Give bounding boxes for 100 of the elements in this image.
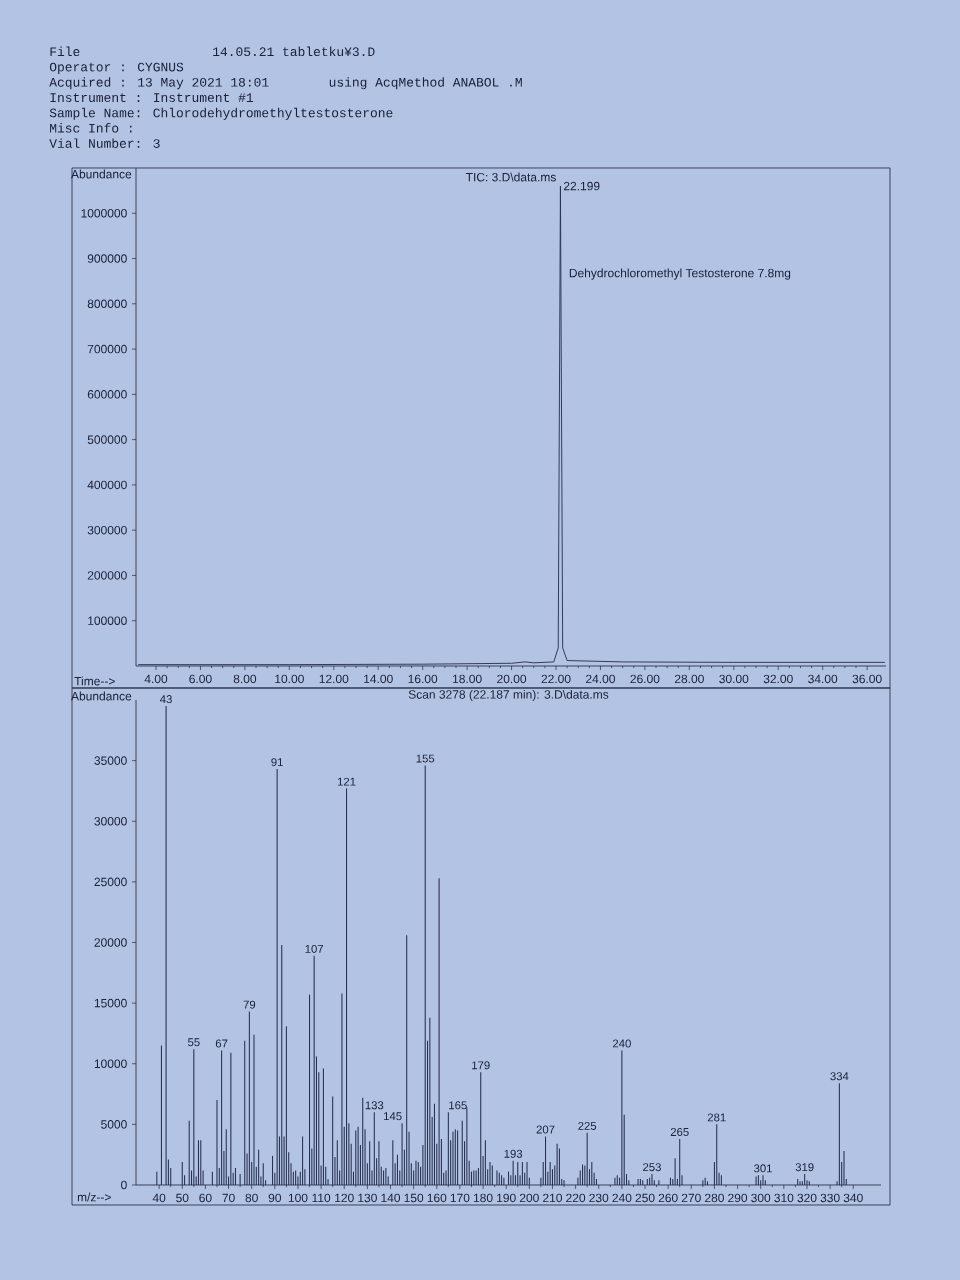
x-tick-label: 28.00 <box>674 674 704 684</box>
annotation: 121 <box>337 777 356 786</box>
y-tick-label: 100000 <box>88 616 127 625</box>
x-tick-label: 160 <box>427 1193 447 1203</box>
x-tick-label: 90 <box>268 1193 282 1203</box>
x-tick-label: 24.00 <box>586 674 615 684</box>
x-tick-label: 190 <box>497 1193 516 1203</box>
text: Vial Number: 3 <box>49 138 160 148</box>
annotation: 79 <box>243 1000 256 1009</box>
x-tick-label: 40 <box>152 1193 166 1203</box>
annotation: 253 <box>643 1163 661 1172</box>
x-tick-label: 200 <box>519 1193 539 1203</box>
y-tick-label: 800000 <box>87 299 127 309</box>
text: File <box>50 46 80 57</box>
y-axis-title: Abundance <box>71 691 132 701</box>
annotation: 240 <box>612 1039 631 1048</box>
x-tick-label: 16.00 <box>408 674 438 684</box>
x-tick-label: 100 <box>288 1193 308 1203</box>
annotation: 207 <box>536 1125 555 1134</box>
text: Misc Info : <box>50 123 132 133</box>
y-tick-label: 15000 <box>94 998 127 1008</box>
y-tick-label: 30000 <box>94 816 127 826</box>
chart-title: TIC: 3.D\data.ms <box>465 172 556 182</box>
annotation: 179 <box>472 1061 490 1070</box>
x-tick-label: 320 <box>797 1193 817 1203</box>
annotation: 107 <box>305 944 324 953</box>
x-tick-label: 6.00 <box>189 674 212 684</box>
x-tick-label: 4.00 <box>144 674 168 684</box>
annotation: 225 <box>578 1121 597 1130</box>
y-tick-label: 200000 <box>87 571 127 580</box>
text: Sample Name: Chlorodehydromethyltestosterone <box>49 107 393 120</box>
x-tick-label: 14.00 <box>364 674 393 684</box>
annotation: Dehydrochloromethyl Testosterone 7.8mg <box>569 268 791 280</box>
x-tick-label: 260 <box>658 1193 678 1203</box>
y-tick-label: 700000 <box>87 344 127 354</box>
x-tick-label: 36.00 <box>852 674 882 684</box>
x-axis-title: m/z--> <box>77 1192 111 1202</box>
annotation: 165 <box>449 1101 467 1110</box>
x-tick-label: 26.00 <box>630 674 660 684</box>
annotation: 155 <box>416 754 435 763</box>
x-tick-label: 330 <box>820 1193 840 1203</box>
annotation: 55 <box>188 1038 200 1047</box>
y-axis-title: Abundance <box>71 169 132 179</box>
x-tick-label: 220 <box>566 1193 586 1203</box>
annotation: 265 <box>670 1127 689 1136</box>
annotation: 281 <box>707 1113 726 1122</box>
text: Operator : CYGNUS <box>49 62 184 74</box>
x-tick-label: 170 <box>450 1193 470 1203</box>
x-tick-label: 130 <box>358 1193 377 1203</box>
text: Acquired : 13 May 2021 18:01 <box>49 77 269 90</box>
x-tick-label: 70 <box>222 1193 235 1203</box>
x-tick-label: 140 <box>381 1193 401 1203</box>
annotation: 43 <box>160 695 172 704</box>
x-tick-label: 12.00 <box>319 674 349 684</box>
annotation: 22.199 <box>563 181 600 191</box>
x-tick-label: 22.00 <box>541 674 571 684</box>
x-tick-label: 230 <box>589 1193 609 1203</box>
x-tick-label: 80 <box>245 1193 258 1203</box>
y-tick-label: 300000 <box>87 525 127 535</box>
y-tick-label: 400000 <box>87 480 127 490</box>
y-tick-label: 10000 <box>94 1059 127 1068</box>
x-axis-title: Time--> <box>74 676 115 686</box>
y-tick-label: 5000 <box>101 1120 127 1129</box>
text: using AcqMethod ANABOL .M <box>329 77 522 90</box>
annotation: 319 <box>795 1163 814 1172</box>
text: Instrument : Instrument #1 <box>50 93 253 103</box>
annotation: 301 <box>754 1164 772 1173</box>
chart-title: Scan 3278 (22.187 min): 3.D\data.ms <box>408 689 609 702</box>
y-tick-label: 1000000 <box>81 209 127 218</box>
x-tick-label: 34.00 <box>808 674 838 684</box>
x-tick-label: 30.00 <box>719 674 749 684</box>
x-tick-label: 270 <box>681 1193 701 1203</box>
x-tick-label: 180 <box>473 1193 493 1203</box>
x-tick-label: 32.00 <box>763 674 793 684</box>
annotation: 193 <box>504 1149 523 1158</box>
text: 14.05.21 tabletku¥3.D <box>213 46 375 57</box>
x-tick-label: 310 <box>774 1193 794 1203</box>
x-tick-label: 210 <box>543 1193 563 1203</box>
annotation: 91 <box>271 758 283 767</box>
x-tick-label: 60 <box>199 1193 212 1203</box>
x-tick-label: 10.00 <box>275 674 304 684</box>
y-tick-label: 25000 <box>94 877 127 887</box>
y-tick-label: 0 <box>121 1180 127 1190</box>
annotation: 133 <box>365 1101 384 1110</box>
x-tick-label: 250 <box>635 1193 655 1203</box>
x-tick-label: 20.00 <box>497 674 527 684</box>
x-tick-label: 8.00 <box>233 674 257 684</box>
annotation: 145 <box>384 1112 402 1121</box>
x-tick-label: 120 <box>335 1193 354 1203</box>
x-tick-label: 18.00 <box>453 674 482 684</box>
x-tick-label: 280 <box>705 1193 724 1203</box>
y-tick-label: 35000 <box>94 756 127 765</box>
x-tick-label: 110 <box>312 1193 331 1203</box>
y-tick-label: 900000 <box>87 254 127 263</box>
x-tick-label: 300 <box>751 1193 771 1203</box>
y-tick-label: 600000 <box>87 390 127 399</box>
y-tick-label: 20000 <box>94 938 127 947</box>
x-tick-label: 290 <box>728 1193 748 1203</box>
annotation: 67 <box>215 1039 228 1048</box>
x-tick-label: 50 <box>176 1193 189 1203</box>
